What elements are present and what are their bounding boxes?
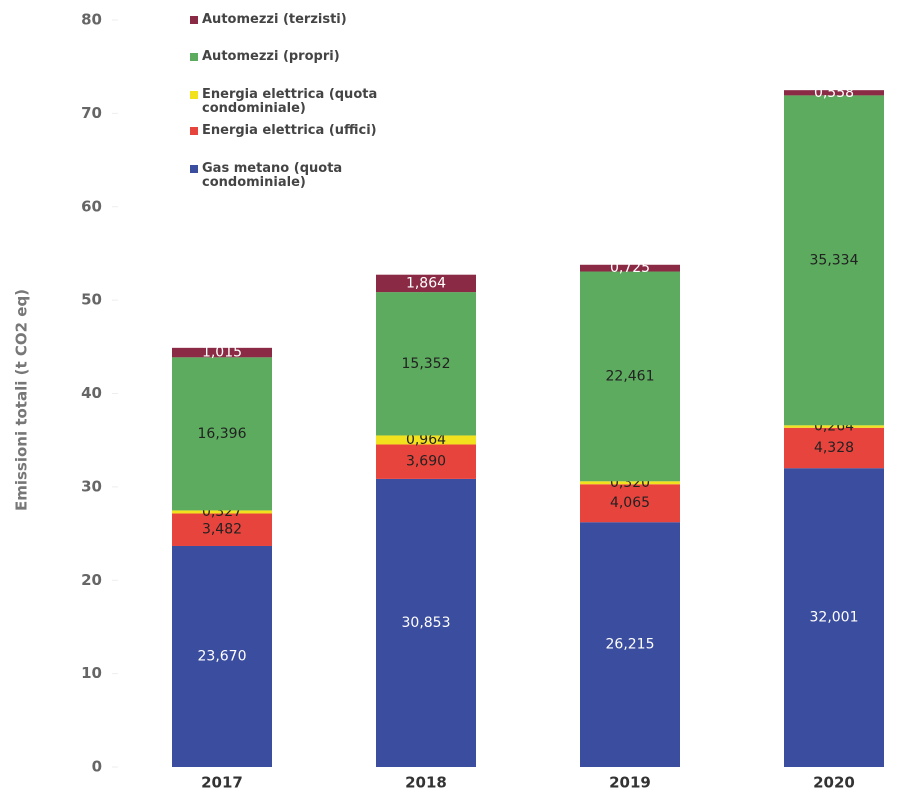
legend-swatch <box>190 53 198 61</box>
legend-swatch <box>190 127 198 135</box>
y-tick-label: 10 <box>81 664 102 682</box>
bar-segment <box>172 513 272 546</box>
x-tick-label: 2018 <box>405 774 447 792</box>
y-tick-label: 60 <box>81 197 102 215</box>
bar-segment <box>376 292 476 436</box>
data-label: 32,001 <box>810 610 859 626</box>
legend-item: Energia elettrica (uffici) <box>190 124 390 138</box>
data-label: 22,461 <box>606 368 655 384</box>
legend-label: Energia elettrica (quota condominiale) <box>202 87 378 116</box>
bar-segment <box>376 444 476 479</box>
legend-swatch <box>190 91 198 99</box>
data-label: 35,334 <box>810 252 859 268</box>
data-label: 26,215 <box>606 637 655 653</box>
legend-item: Automezzi (propri) <box>190 50 390 64</box>
bar-segment <box>580 484 680 523</box>
legend-label: Automezzi (propri) <box>202 49 340 64</box>
bar-segment <box>172 510 272 514</box>
legend-label: Gas metano (quota condominiale) <box>202 161 343 190</box>
bar-segment <box>376 478 476 767</box>
data-label: 3,482 <box>202 522 242 538</box>
data-label: 1,864 <box>406 275 446 291</box>
y-tick-label: 30 <box>81 477 102 495</box>
x-tick-label: 2019 <box>609 774 651 792</box>
bar-segment <box>784 427 884 469</box>
bar-segment <box>784 425 884 428</box>
y-axis-label: Emissioni totali (t CO2 eq) <box>13 289 31 511</box>
y-tick-label: 70 <box>81 104 102 122</box>
data-label: 0,558 <box>814 85 854 101</box>
legend-label: Automezzi (terzisti) <box>202 12 347 27</box>
data-label: 30,853 <box>402 615 451 631</box>
data-label: 1,015 <box>202 345 242 361</box>
x-tick-label: 2017 <box>201 774 243 792</box>
legend-item: Gas metano (quota condominiale) <box>190 162 390 190</box>
bar-segment <box>580 264 680 272</box>
data-label: 15,352 <box>402 356 451 372</box>
bar-segment <box>580 271 680 482</box>
y-tick-label: 80 <box>81 11 102 29</box>
data-label: 0,725 <box>610 260 650 276</box>
x-tick-label: 2020 <box>813 774 855 792</box>
bar-segment <box>784 468 884 767</box>
data-label: 4,328 <box>814 440 854 456</box>
y-tick-label: 0 <box>92 758 102 776</box>
legend-swatch <box>190 165 198 173</box>
data-label: 4,065 <box>610 495 650 511</box>
legend-swatch <box>190 16 198 24</box>
data-label: 16,396 <box>198 426 247 442</box>
bar-segment <box>580 481 680 485</box>
data-label: 23,670 <box>198 648 247 664</box>
bar-segment <box>172 357 272 511</box>
bar-segment <box>172 347 272 358</box>
bar-segment <box>784 90 884 96</box>
bar-segment <box>376 435 476 445</box>
bar-segment <box>376 274 476 293</box>
legend-item: Automezzi (terzisti) <box>190 13 390 27</box>
y-tick-label: 40 <box>81 384 102 402</box>
y-tick-label: 20 <box>81 571 102 589</box>
legend-item: Energia elettrica (quota condominiale) <box>190 88 390 116</box>
data-label: 3,690 <box>406 454 446 470</box>
bar-segment <box>172 545 272 767</box>
bar-segment <box>580 522 680 767</box>
legend-label: Energia elettrica (uffici) <box>202 123 377 138</box>
bar-segment <box>784 95 884 426</box>
data-label: 0,964 <box>406 432 446 448</box>
y-tick-label: 50 <box>81 291 102 309</box>
